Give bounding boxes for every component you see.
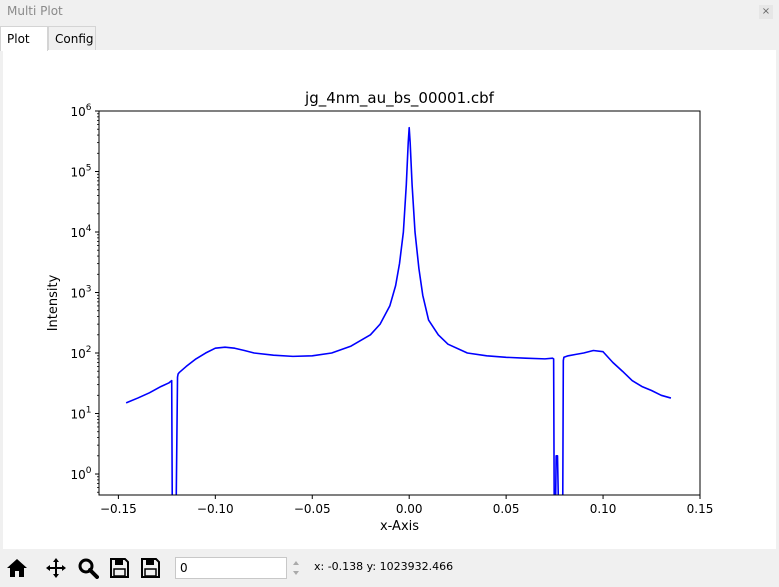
cursor-coordinates: x: -0.138 y: 1023932.466 [314, 560, 454, 573]
x-tick-label: −0.05 [294, 502, 331, 516]
x-tick-label: 0.15 [687, 502, 714, 516]
y-tick-exponent: 3 [86, 285, 92, 295]
spin-up-icon [293, 561, 299, 565]
chart-canvas[interactable]: −0.15 −0.10 −0.05 0.00 0.05 0.10 0.15100101102… [3, 50, 776, 549]
y-tick-label: 105 [70, 164, 91, 180]
spin-buttons[interactable] [289, 557, 303, 579]
plot-panel: −0.15 −0.10 −0.05 0.00 0.05 0.10 0.15 100 101 102… [3, 50, 776, 549]
frame-input[interactable] [175, 557, 287, 579]
y-tick-exponent: 4 [86, 224, 92, 234]
pan-icon[interactable] [45, 557, 67, 579]
y-tick-label: 106 [70, 103, 91, 119]
save-icon[interactable] [108, 557, 130, 579]
y-axis-label: Intensity [46, 274, 61, 331]
x-tick-label: 0.10 [590, 502, 617, 516]
x-tick-label: 0.00 [396, 502, 423, 516]
axes-frame [98, 110, 701, 496]
x-tick-label: −0.15 [100, 502, 137, 516]
series-line [125, 126, 672, 495]
home-icon[interactable] [6, 557, 28, 579]
window-title: Multi Plot [7, 4, 63, 18]
y-tick-exponent: 2 [86, 345, 92, 355]
chart-title: jg_4nm_au_bs_00001.cbf [304, 89, 495, 108]
y-tick-label: 103 [70, 285, 91, 301]
y-tick-exponent: 6 [86, 103, 92, 113]
title-bar: Multi Plot × [0, 0, 779, 24]
y-tick-exponent: 5 [86, 164, 92, 174]
y-tick-label: 102 [70, 345, 91, 361]
tab-bar: Plot Config [0, 26, 779, 51]
x-tick-label: −0.10 [197, 502, 234, 516]
x-tick-label: 0.05 [493, 502, 520, 516]
toolbar: x: -0.138 y: 1023932.466 [0, 550, 779, 587]
close-button[interactable]: × [759, 5, 773, 19]
y-tick-exponent: 1 [86, 406, 92, 416]
y-tick-label: 100 [70, 466, 91, 482]
tab-plot[interactable]: Plot [0, 26, 48, 51]
tab-config[interactable]: Config [48, 26, 96, 50]
save-all-icon[interactable] [139, 557, 161, 579]
x-axis-label: x-Axis [380, 519, 419, 534]
y-tick-exponent: 0 [86, 466, 92, 476]
spin-down-icon [293, 571, 299, 575]
y-tick-label: 101 [70, 406, 91, 422]
zoom-icon[interactable] [77, 557, 99, 579]
y-tick-label: 104 [70, 224, 91, 240]
